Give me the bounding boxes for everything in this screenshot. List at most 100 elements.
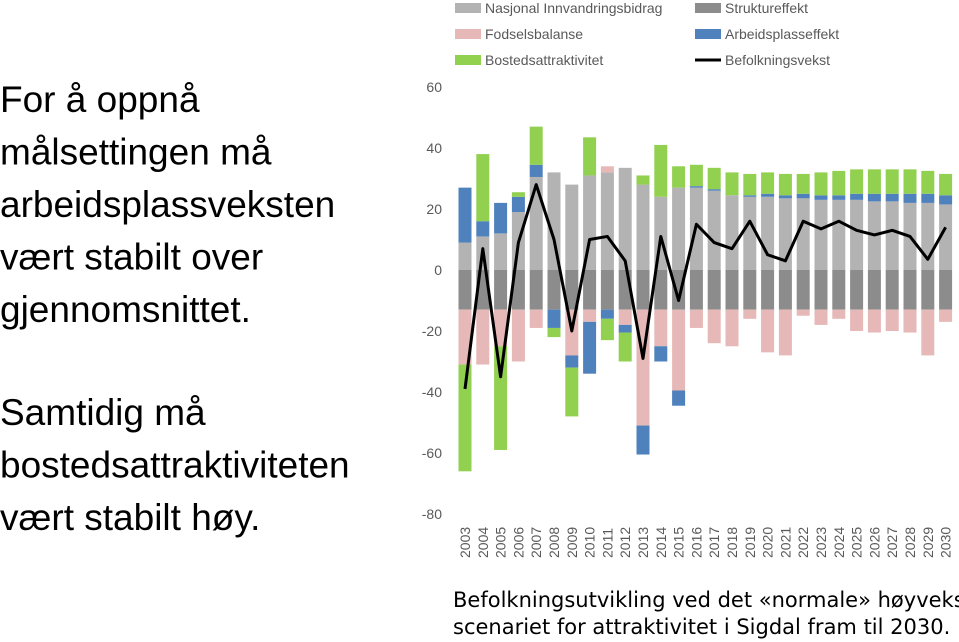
bar-segment bbox=[689, 270, 703, 310]
bar-segment bbox=[814, 270, 828, 310]
legend-label: Befolkningsvekst bbox=[725, 52, 830, 68]
slide-text: vært stabilt over bbox=[0, 237, 263, 278]
bar-segment bbox=[850, 309, 864, 331]
y-tick-label: 40 bbox=[426, 140, 442, 156]
legend-label: Nasjonal Innvandringsbidrag bbox=[485, 0, 662, 16]
bar-segment bbox=[707, 270, 721, 310]
bar-segment bbox=[583, 321, 597, 374]
y-tick-label: -40 bbox=[422, 384, 442, 400]
bar-segment bbox=[939, 195, 953, 205]
bar-segment bbox=[903, 309, 917, 333]
bar-segment bbox=[796, 173, 810, 194]
bar-segment bbox=[885, 270, 899, 310]
bar-segment bbox=[672, 166, 686, 188]
x-tick-label: 2004 bbox=[475, 527, 491, 558]
bar-segment bbox=[832, 270, 846, 310]
bar-segment bbox=[796, 193, 810, 199]
bar-segment bbox=[583, 309, 597, 322]
bar-segment bbox=[832, 170, 846, 196]
bar-segment bbox=[583, 137, 597, 176]
bar-segment bbox=[511, 309, 525, 362]
bar-segment bbox=[476, 221, 490, 237]
bar-segment bbox=[921, 270, 935, 310]
bar-segment bbox=[600, 166, 614, 173]
bar-segment bbox=[654, 144, 668, 197]
bar-segment bbox=[725, 309, 739, 347]
bar-segment bbox=[689, 186, 703, 188]
bar-segment bbox=[547, 270, 561, 310]
bar-segment bbox=[600, 270, 614, 310]
bar-segment bbox=[672, 187, 686, 270]
x-tick-label: 2024 bbox=[831, 527, 847, 558]
y-tick-label: -60 bbox=[422, 445, 442, 461]
x-tick-label: 2010 bbox=[582, 527, 598, 558]
bar-segment bbox=[600, 318, 614, 341]
bar-segment bbox=[885, 201, 899, 270]
legend-label: Struktureffekt bbox=[725, 0, 808, 16]
bar-segment bbox=[885, 169, 899, 194]
bar-segment bbox=[867, 193, 881, 202]
bar-segment bbox=[618, 167, 632, 270]
bar-segment bbox=[511, 270, 525, 310]
bar-segment bbox=[885, 193, 899, 202]
caption: scenariet for attraktivitet i Sigdal fra… bbox=[453, 615, 950, 639]
x-tick-label: 2026 bbox=[866, 527, 882, 558]
bar-segment bbox=[458, 187, 472, 243]
bar-segment bbox=[618, 332, 632, 362]
y-tick-label: 0 bbox=[434, 262, 442, 278]
bar-segment bbox=[796, 198, 810, 270]
x-tick-label: 2009 bbox=[564, 527, 580, 558]
bar-segment bbox=[850, 199, 864, 270]
bar-segment bbox=[743, 270, 757, 310]
bar-segment bbox=[778, 173, 792, 196]
y-tick-label: 20 bbox=[426, 201, 442, 217]
bar-segment bbox=[921, 170, 935, 194]
bar-segment bbox=[850, 169, 864, 194]
bar-segment bbox=[725, 172, 739, 196]
bar-segment bbox=[458, 364, 472, 472]
bar-segment bbox=[725, 195, 739, 270]
bar-segment bbox=[494, 309, 508, 347]
bar-segment bbox=[867, 309, 881, 333]
bar-segment bbox=[672, 390, 686, 406]
y-tick-label: -20 bbox=[422, 323, 442, 339]
bar-segment bbox=[529, 309, 543, 328]
x-tick-label: 2006 bbox=[510, 527, 526, 558]
legend-label: Arbeidsplasseffekt bbox=[725, 26, 839, 42]
bar-segment bbox=[565, 184, 579, 270]
bar-segment bbox=[796, 309, 810, 316]
bar-segment bbox=[583, 270, 597, 310]
bar-segment bbox=[654, 270, 668, 310]
bar-segment bbox=[850, 193, 864, 200]
bar-segment bbox=[547, 172, 561, 270]
bar-segment bbox=[583, 175, 597, 270]
bar-segment bbox=[529, 270, 543, 310]
x-tick-label: 2030 bbox=[938, 527, 954, 558]
bar-segment bbox=[743, 196, 757, 270]
y-tick-label: -80 bbox=[422, 506, 442, 522]
legend-swatch bbox=[695, 3, 721, 13]
x-tick-label: 2023 bbox=[813, 527, 829, 558]
bar-segment bbox=[743, 195, 757, 197]
bar-segment bbox=[672, 309, 686, 391]
bar-segment bbox=[832, 199, 846, 270]
legend-label: Bostedsattraktivitet bbox=[485, 52, 603, 68]
bar-segment bbox=[939, 270, 953, 310]
x-tick-label: 2018 bbox=[724, 527, 740, 558]
bar-segment bbox=[529, 176, 543, 270]
bar-segment bbox=[743, 309, 757, 319]
bar-segment bbox=[814, 199, 828, 270]
bar-segment bbox=[778, 195, 792, 199]
bar-segment bbox=[529, 164, 543, 177]
bar-segment bbox=[939, 309, 953, 322]
legend-swatch bbox=[455, 3, 481, 13]
x-tick-label: 2022 bbox=[795, 527, 811, 558]
bar-segment bbox=[867, 270, 881, 310]
x-tick-label: 2015 bbox=[671, 527, 687, 558]
bar-segment bbox=[761, 309, 775, 353]
bar-segment bbox=[672, 270, 686, 310]
slide-text: bostedsattraktiviteten bbox=[0, 445, 350, 486]
x-tick-label: 2028 bbox=[902, 527, 918, 558]
bar-segment bbox=[761, 270, 775, 310]
